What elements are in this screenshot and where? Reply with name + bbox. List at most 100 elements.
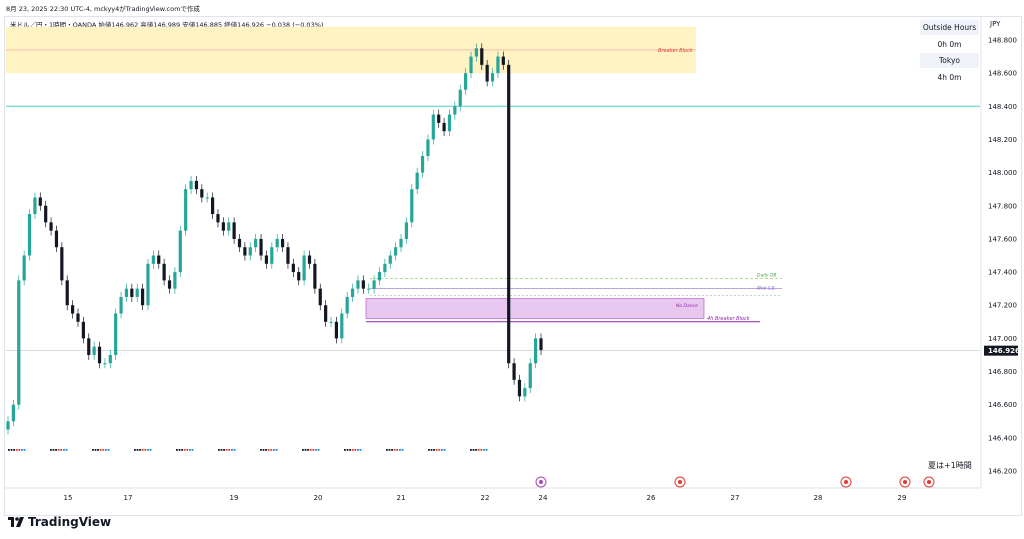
session-marker (99, 449, 102, 451)
x-tick-label: 15 (64, 494, 73, 502)
x-tick-label: 19 (230, 494, 239, 502)
candle-body (38, 197, 42, 206)
candle-body (404, 222, 409, 239)
candle-body (6, 421, 10, 430)
session-marker (344, 449, 346, 451)
candle-body (33, 197, 37, 215)
candle-body (345, 296, 349, 314)
candle-body (394, 247, 398, 256)
session-marker (309, 449, 312, 451)
session-marker (13, 449, 15, 451)
y-tick-label: 148.000 (988, 169, 1017, 177)
session-marker (102, 449, 105, 451)
session-marker (267, 449, 270, 451)
y-tick-label: 146.200 (988, 468, 1017, 476)
candle-body (162, 263, 166, 281)
candle-body (437, 114, 441, 123)
y-tick-label: 147.600 (988, 235, 1017, 243)
session-marker (57, 449, 60, 451)
candle-body (119, 296, 123, 314)
candle-body (329, 321, 333, 323)
candle-body (173, 272, 177, 289)
candle-body (221, 222, 225, 231)
y-tick-label: 148.800 (988, 37, 1017, 45)
session-marker (149, 449, 152, 451)
session-marker (183, 449, 186, 451)
session-marker (134, 449, 136, 451)
session-marker (141, 449, 144, 451)
candle-body (490, 73, 495, 82)
outside-hours-time: 0h 0m (937, 40, 962, 49)
session-marker (430, 449, 433, 451)
session-marker (349, 449, 351, 451)
candle-body (11, 404, 15, 422)
wick-ce-label: Wick C.E. (757, 286, 776, 291)
session-marker (396, 449, 399, 451)
candle-body (442, 122, 446, 132)
session-marker (189, 449, 191, 451)
session-marker (60, 449, 63, 451)
candle-body (27, 214, 32, 256)
y-tick-label: 147.400 (988, 269, 1017, 277)
candle-body (108, 354, 112, 364)
candle-body (81, 321, 85, 339)
session-marker (472, 449, 475, 451)
candle-body (71, 305, 75, 314)
y-tick-label: 146.600 (988, 401, 1017, 409)
last-price-label: 146.926 (988, 347, 1020, 355)
candle-body (17, 280, 21, 405)
snapshot-header: 8月 23, 2025 22:30 UTC-4, mckyy4がTradingV… (6, 5, 200, 13)
session-marker (63, 449, 65, 451)
h4-breaker-label: 4h Breaker Block (707, 316, 751, 322)
candle-body (97, 346, 102, 364)
candle-body (496, 56, 500, 74)
tradingview-logo[interactable]: TradingView (8, 515, 111, 529)
session-marker (94, 449, 97, 451)
session-marker (273, 449, 275, 451)
session-marker (485, 449, 488, 451)
candle-body (318, 288, 322, 306)
session-marker (55, 449, 57, 451)
session-marker (435, 449, 438, 451)
session-marker (262, 449, 265, 451)
session-panel: Outside Hours 0h 0m Tokyo 4h 0m (920, 20, 979, 86)
session-marker (144, 449, 147, 451)
session-marker (228, 449, 231, 451)
session-marker (270, 449, 273, 451)
session-marker (233, 449, 236, 451)
candle-body (210, 197, 215, 215)
session-marker (105, 449, 107, 451)
candle-body (474, 48, 478, 57)
candle-body (157, 255, 161, 264)
session-marker (97, 449, 99, 451)
no-dance-label: No Dance (676, 303, 698, 309)
candle-body (167, 280, 172, 289)
candle-body (124, 288, 129, 297)
candle-body (410, 189, 414, 223)
no-dance-zone (365, 298, 705, 319)
session-marker (191, 449, 194, 451)
session-marker (15, 449, 18, 451)
candle-body (65, 280, 69, 306)
logo-text: TradingView (28, 515, 112, 529)
session-marker (480, 449, 483, 451)
candle-body (178, 230, 182, 273)
session-marker (401, 449, 404, 451)
y-tick-label: 146.800 (988, 368, 1017, 376)
candle-body (420, 156, 425, 173)
x-tick-label: 20 (314, 494, 323, 502)
session-marker (359, 449, 362, 451)
session-marker (477, 449, 480, 451)
candle-body (297, 272, 301, 281)
candle-body (469, 56, 473, 74)
y-tick-label: 147.800 (988, 202, 1017, 210)
candle-body (22, 255, 26, 281)
candle-body (415, 172, 419, 190)
session-marker (443, 449, 446, 451)
candle-body (60, 247, 64, 281)
session-marker (302, 449, 304, 451)
session-marker (10, 449, 13, 451)
candle-body (140, 288, 145, 306)
economic-event-dot (844, 480, 848, 484)
